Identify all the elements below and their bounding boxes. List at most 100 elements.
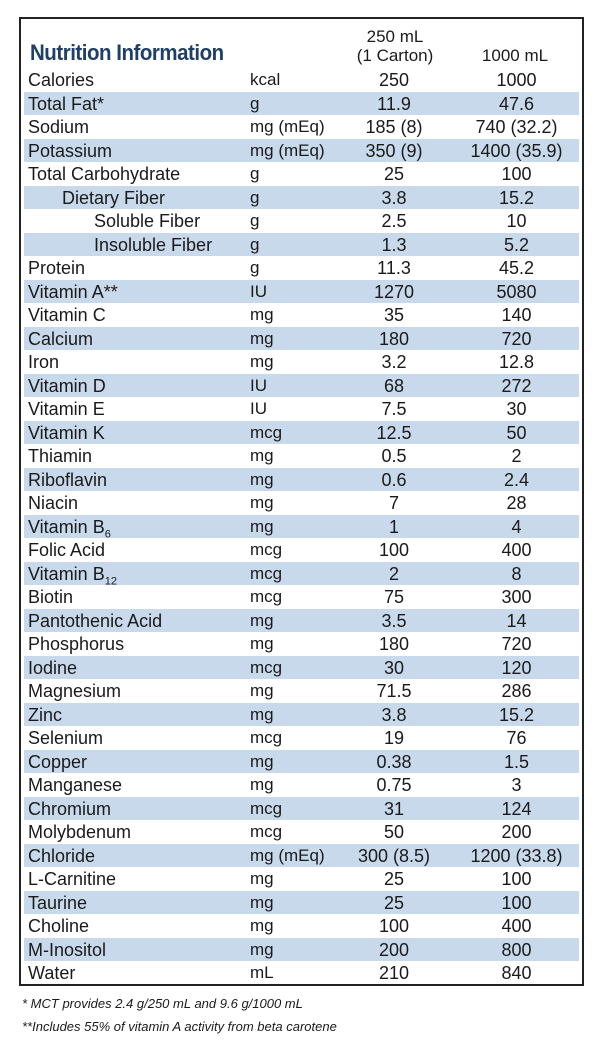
table-row: Total Fat* g 11.9 47.6: [24, 91, 579, 115]
value-250ml: 35: [383, 305, 405, 325]
nutrient-unit: mg (mEq): [250, 117, 325, 136]
value-1000ml: 740 (32.2): [475, 117, 558, 137]
nutrient-unit: g: [250, 187, 260, 207]
value-1000ml: 2.4: [503, 469, 530, 490]
value-250ml: 25: [383, 164, 405, 184]
table-row: Dietary Fiber g 3.8 15.2: [24, 185, 579, 209]
table-row: L-Carnitine mg 25 100: [24, 867, 579, 891]
nutrient-unit: g: [250, 258, 260, 277]
nutrient-unit: mg: [250, 892, 274, 912]
value-250ml: 180: [378, 634, 410, 654]
nutrient-unit: g: [250, 93, 260, 113]
nutrient-name: Chromium: [28, 798, 112, 819]
table-row: Potassium mg (mEq) 350 (9) 1400 (35.9): [24, 138, 579, 162]
nutrient-unit: mg: [250, 751, 274, 771]
nutrient-name: Vitamin E: [28, 399, 105, 419]
value-250ml: 2: [388, 563, 399, 584]
value-250ml: 210: [378, 963, 410, 983]
value-1000ml: 1200 (33.8): [470, 845, 563, 866]
value-250ml: 25: [383, 892, 405, 913]
value-250ml: 100: [378, 916, 410, 936]
nutrient-name: Vitamin K: [28, 422, 105, 443]
nutrient-name: Molybdenum: [28, 822, 132, 842]
value-1000ml: 200: [501, 822, 532, 842]
value-250ml: 3.5: [381, 610, 407, 631]
value-250ml: 1: [388, 516, 399, 537]
value-250ml: 185 (8): [365, 117, 423, 137]
value-250ml: 25: [383, 869, 405, 889]
footnote-vitamin-a: **Includes 55% of vitamin A activity fro…: [22, 1019, 337, 1034]
value-1000ml: 5080: [496, 281, 537, 302]
table-row: Calories kcal 250 1000: [24, 68, 579, 92]
table-row: Magnesium mg 71.5 286: [24, 679, 579, 703]
nutrition-table-frame: [19, 17, 584, 986]
value-250ml: 1270: [373, 281, 415, 302]
value-250ml: 300 (8.5): [357, 845, 431, 866]
value-1000ml: 124: [501, 798, 532, 819]
nutrient-unit: mcg: [250, 728, 283, 747]
nutrient-name: M-Inositol: [28, 939, 107, 960]
column-header-1000ml: 1000 mL: [481, 46, 549, 65]
value-1000ml: 100: [501, 892, 532, 913]
value-250ml: 50: [383, 822, 405, 842]
nutrient-unit: mg: [250, 516, 274, 536]
value-1000ml: 120: [501, 657, 532, 678]
nutrient-unit: mcg: [250, 798, 283, 818]
value-250ml: 11.3: [377, 258, 411, 278]
nutrient-name: Manganese: [28, 775, 123, 795]
value-250ml: 180: [378, 328, 410, 349]
nutrient-name: Vitamin D: [28, 375, 106, 396]
value-1000ml: 45.2: [498, 258, 535, 278]
nutrient-unit: mg (mEq): [250, 140, 325, 160]
value-1000ml: 100: [501, 164, 532, 184]
table-row: Choline mg 100 400: [24, 914, 579, 938]
table-row: Zinc mg 3.8 15.2: [24, 702, 579, 726]
table-row: Total Carbohydrate g 25 100: [24, 162, 579, 186]
nutrient-name: Pantothenic Acid: [28, 610, 163, 631]
nutrient-name: Copper: [28, 751, 88, 772]
nutrient-unit: mg: [250, 704, 274, 724]
value-250ml: 2.5: [381, 211, 407, 231]
nutrient-name: Vitamin B12: [28, 563, 117, 588]
value-250ml: 200: [378, 939, 410, 960]
nutrient-unit: mcg: [250, 422, 283, 442]
nutrient-name: Vitamin A**: [28, 281, 118, 302]
value-1000ml: 8: [511, 563, 522, 584]
nutrient-name: Iron: [28, 352, 60, 372]
nutrient-unit: mcg: [250, 540, 283, 559]
nutrient-unit: mL: [250, 963, 274, 982]
nutrient-unit: mg: [250, 446, 274, 465]
value-1000ml: 28: [506, 493, 527, 513]
nutrient-name: Riboflavin: [28, 469, 108, 490]
nutrient-name: Vitamin C: [28, 305, 106, 325]
nutrient-name: Biotin: [28, 587, 74, 607]
value-1000ml: 272: [501, 375, 532, 396]
value-1000ml: 5.2: [503, 234, 530, 255]
nutrient-unit: g: [250, 234, 260, 254]
nutrient-unit: mg: [250, 916, 274, 935]
table-row: M-Inositol mg 200 800: [24, 937, 579, 961]
table-row: Iodine mcg 30 120: [24, 655, 579, 679]
nutrient-name: Thiamin: [28, 446, 93, 466]
value-1000ml: 720: [501, 634, 532, 654]
nutrient-unit: mcg: [250, 563, 283, 583]
table-row: Vitamin B6 mg 1 4: [24, 514, 579, 540]
nutrient-name: Selenium: [28, 728, 104, 748]
value-1000ml: 15.2: [498, 704, 535, 725]
value-1000ml: 140: [501, 305, 532, 325]
page-title: Nutrition Information: [30, 40, 224, 65]
nutrient-name: Choline: [28, 916, 90, 936]
value-250ml: 250: [378, 70, 410, 90]
nutrient-name: Soluble Fiber: [94, 211, 201, 231]
nutrient-unit: mg: [250, 610, 274, 630]
value-250ml: 75: [383, 587, 405, 607]
nutrient-name: Niacin: [28, 493, 79, 513]
value-1000ml: 12.8: [498, 352, 535, 372]
value-250ml: 7.5: [381, 399, 407, 419]
value-1000ml: 10: [506, 211, 527, 231]
table-row: Vitamin B12 mcg 2 8: [24, 561, 579, 587]
nutrient-unit: mg: [250, 469, 274, 489]
nutrient-unit: g: [250, 211, 260, 230]
table-row: Calcium mg 180 720: [24, 326, 579, 350]
nutrient-unit: mg (mEq): [250, 845, 325, 865]
